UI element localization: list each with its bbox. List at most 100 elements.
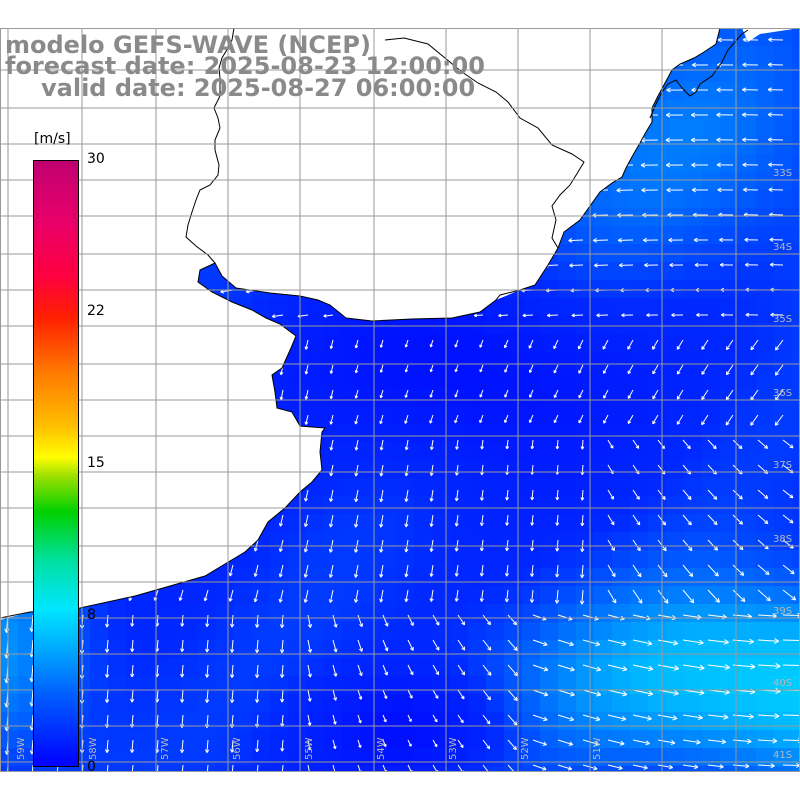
wind-arrow	[245, 164, 259, 169]
wind-arrow	[307, 739, 312, 751]
wind-cell	[702, 28, 721, 47]
wind-arrow	[404, 414, 409, 424]
wind-cell	[666, 658, 685, 677]
wind-arrow	[255, 739, 260, 753]
wind-arrow	[220, 189, 234, 194]
wind-cell	[0, 532, 19, 551]
wind-cell	[612, 442, 631, 461]
wind-cell	[666, 730, 685, 749]
wind-arrow	[170, 264, 184, 269]
wind-cell	[756, 730, 775, 749]
wind-arrow	[530, 439, 535, 450]
wind-arrow	[432, 714, 438, 723]
wind-arrow	[172, 139, 184, 144]
wind-cell	[774, 352, 793, 371]
wind-cell	[630, 406, 649, 425]
wind-cell	[324, 208, 343, 227]
wind-cell	[432, 712, 451, 731]
wind-cell	[522, 100, 541, 119]
wind-cell	[0, 406, 19, 425]
wind-arrow	[404, 439, 409, 451]
wind-cell	[342, 424, 361, 443]
wind-cell	[702, 352, 721, 371]
wind-cell	[792, 28, 800, 47]
wind-arrow	[774, 364, 784, 376]
wind-arrow	[396, 188, 409, 193]
wind-arrow	[179, 364, 185, 378]
wind-cell	[360, 190, 379, 209]
wind-arrow	[170, 239, 184, 244]
wind-arrow	[329, 389, 334, 400]
wind-arrow	[528, 389, 534, 398]
wind-cell	[396, 208, 415, 227]
wind-arrow	[454, 414, 459, 424]
wind-cell	[90, 568, 109, 587]
wind-arrow	[616, 187, 634, 193]
wind-cell	[162, 388, 181, 407]
wind-cell	[252, 262, 271, 281]
wind-arrow	[707, 589, 720, 603]
wind-cell	[738, 226, 757, 245]
wind-cell	[630, 298, 649, 317]
wind-cell	[108, 172, 127, 191]
wind-cell	[0, 676, 19, 695]
wind-cell	[684, 766, 703, 772]
wind-cell	[558, 532, 577, 551]
wind-cell	[144, 172, 163, 191]
wind-arrow	[172, 114, 184, 119]
wind-arrow	[270, 164, 284, 169]
wind-cell	[702, 334, 721, 353]
wind-cell	[126, 298, 145, 317]
wind-cell	[234, 172, 253, 191]
wind-cell	[378, 208, 397, 227]
wind-arrow	[618, 62, 634, 68]
wind-cell	[774, 766, 793, 772]
wind-arrow	[592, 238, 609, 243]
wind-cell	[684, 226, 703, 245]
wind-cell	[360, 298, 379, 317]
wind-arrow	[470, 38, 484, 43]
wind-arrow	[668, 237, 684, 243]
wind-arrow	[495, 163, 509, 168]
wind-cell	[90, 622, 109, 641]
wind-cell	[684, 694, 703, 713]
wind-cell	[180, 568, 199, 587]
wind-cell	[234, 370, 253, 389]
wind-cell	[216, 514, 235, 533]
wind-arrow	[741, 112, 759, 118]
wind-arrow	[404, 514, 409, 528]
wind-cell	[270, 658, 289, 677]
wind-cell	[666, 82, 685, 101]
wind-cell	[342, 118, 361, 137]
wind-cell	[360, 172, 379, 191]
wind-cell	[252, 748, 271, 767]
wind-cell	[522, 766, 541, 772]
wind-arrow	[616, 112, 634, 118]
wind-cell	[522, 262, 541, 281]
wind-cell	[774, 298, 793, 317]
wind-cell	[630, 424, 649, 443]
latitude-label: 38S	[773, 534, 792, 545]
wind-arrow	[479, 414, 484, 424]
wind-cell	[288, 532, 307, 551]
wind-cell	[324, 136, 343, 155]
wind-arrow	[582, 639, 601, 647]
wind-cell	[792, 442, 800, 461]
wind-arrow	[498, 313, 509, 318]
wind-arrow	[180, 689, 185, 703]
wind-arrow	[750, 339, 759, 351]
wind-arrow	[253, 589, 259, 603]
wind-arrow	[632, 739, 650, 746]
wind-arrow	[228, 564, 234, 577]
wind-arrow	[716, 87, 734, 93]
wind-cell	[486, 136, 505, 155]
wind-cell	[324, 406, 343, 425]
wind-cell	[252, 658, 271, 677]
wind-cell	[144, 640, 163, 659]
wind-cell	[126, 478, 145, 497]
wind-cell	[126, 208, 145, 227]
wind-cell	[612, 712, 631, 731]
wind-cell	[144, 604, 163, 623]
wind-cell	[198, 226, 217, 245]
